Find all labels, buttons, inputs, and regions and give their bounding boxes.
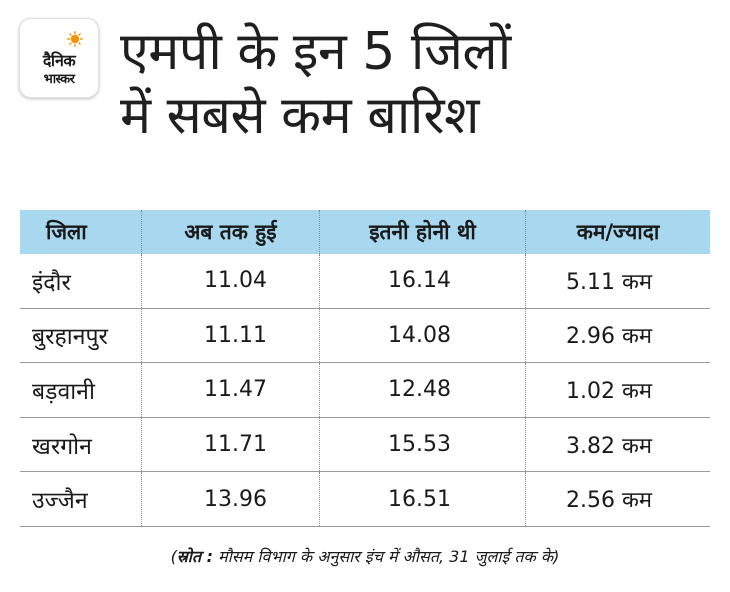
table-header-row: जिला अब तक हुई इतनी होनी थी कम/ज्यादा	[20, 210, 710, 254]
cell-difference: 2.56 कम	[566, 488, 653, 514]
cell-received: 11.47	[142, 363, 320, 417]
source-label: स्रोत :	[176, 547, 214, 566]
column-header-received: अब तक हुई	[142, 210, 320, 254]
cell-district: इंदौर	[20, 254, 142, 308]
cell-difference: 5.11 कम	[566, 269, 653, 295]
dainik-bhaskar-logo: दैनिक भास्कर	[19, 18, 99, 98]
rainfall-table: जिला अब तक हुई इतनी होनी थी कम/ज्यादा इं…	[20, 210, 710, 527]
cell-expected: 15.53	[320, 417, 526, 472]
sun-icon	[67, 31, 83, 47]
cell-district: बुरहानपुर	[20, 308, 142, 363]
headline-line-1: एमपी के इन 5 जिलों	[120, 22, 511, 82]
cell-difference: 2.96 कम	[566, 324, 653, 350]
cell-received: 13.96	[142, 472, 320, 526]
column-header-expected: इतनी होनी थी	[320, 210, 526, 254]
cell-expected: 16.14	[320, 254, 526, 308]
headline-line-2: में सबसे कम बारिश	[120, 86, 479, 146]
column-header-difference: कम/ज्यादा	[576, 220, 660, 244]
source-open-paren: (	[170, 547, 177, 566]
cell-expected: 14.08	[320, 308, 526, 363]
cell-received: 11.04	[142, 254, 320, 308]
cell-district: खरगोन	[20, 417, 142, 472]
source-text: मौसम विभाग के अनुसार इंच में औसत, 31 जुल…	[213, 547, 560, 566]
cell-difference: 1.02 कम	[566, 378, 653, 404]
headline: एमपी के इन 5 जिलों में सबसे कम बारिश	[120, 20, 720, 148]
cell-expected: 12.48	[320, 363, 526, 417]
cell-district: उज्जैन	[20, 472, 142, 526]
cell-expected: 16.51	[320, 472, 526, 526]
cell-district: बड़वानी	[20, 363, 142, 417]
column-header-district: जिला	[20, 210, 142, 254]
logo-word-dainik: दैनिक	[42, 51, 76, 70]
source-note: (स्रोत : मौसम विभाग के अनुसार इंच में औस…	[0, 545, 730, 567]
cell-received: 11.11	[142, 308, 320, 363]
table-row: बड़वानी 11.47 12.48 1.02 कम	[20, 363, 710, 418]
logo-word-bhaskar: भास्कर	[43, 72, 75, 87]
cell-difference: 3.82 कम	[566, 433, 653, 459]
cell-received: 11.71	[142, 417, 320, 472]
table-row: इंदौर 11.04 16.14 5.11 कम	[20, 254, 710, 309]
table-row: बुरहानपुर 11.11 14.08 2.96 कम	[20, 308, 710, 364]
table-row: उज्जैन 13.96 16.51 2.56 कम	[20, 472, 710, 527]
table-row: खरगोन 11.71 15.53 3.82 कम	[20, 417, 710, 473]
